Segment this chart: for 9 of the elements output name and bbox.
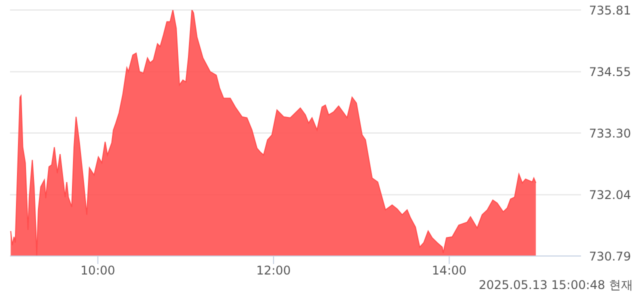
x-tick-label: 12:00	[256, 264, 291, 278]
y-tick-label: 730.79	[589, 249, 631, 264]
y-tick-label: 732.04	[589, 188, 631, 202]
text: 2025.05.13 15:00:48 현재	[478, 277, 633, 294]
y-tick-label: 733.30	[589, 126, 631, 140]
y-tick-label: 735.81	[589, 3, 631, 18]
x-tick-label: 14:00	[432, 264, 467, 278]
y-tick-label: 734.55	[589, 65, 631, 80]
x-tick-label: 10:00	[80, 264, 116, 278]
